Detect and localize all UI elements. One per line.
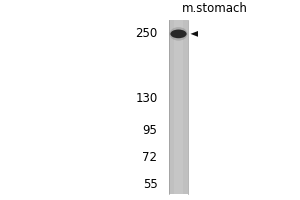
Text: 130: 130	[135, 92, 158, 105]
Text: 55: 55	[143, 178, 158, 191]
Text: 250: 250	[135, 27, 158, 40]
Text: 95: 95	[142, 124, 158, 137]
Text: m.stomach: m.stomach	[182, 2, 248, 15]
Bar	[174, 20, 183, 194]
Ellipse shape	[169, 27, 188, 41]
Polygon shape	[190, 31, 198, 37]
Text: 72: 72	[142, 151, 158, 164]
Ellipse shape	[170, 30, 187, 38]
Bar	[169, 20, 188, 194]
